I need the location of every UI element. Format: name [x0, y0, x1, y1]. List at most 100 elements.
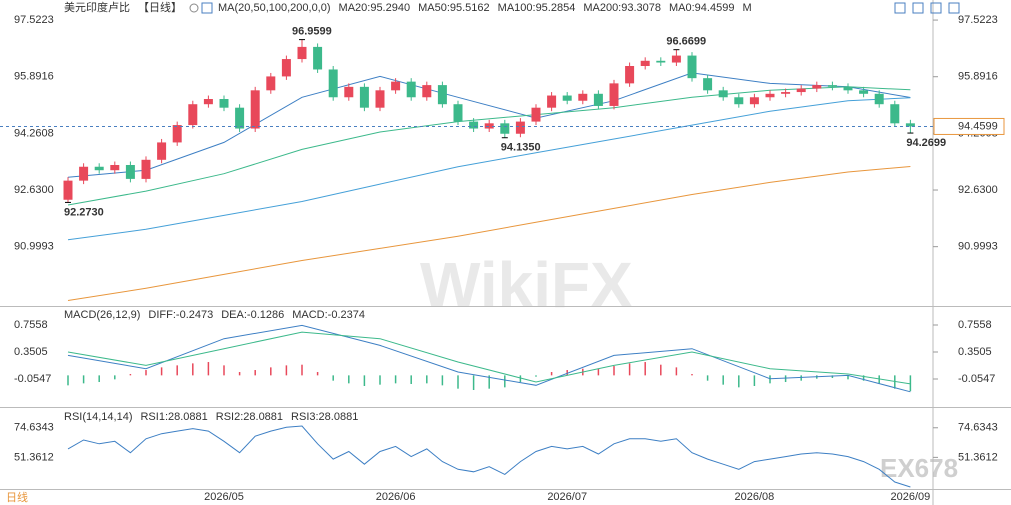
candle-body: [79, 166, 89, 181]
candle-body: [406, 81, 416, 98]
legend-entry: 美元印度卢比: [64, 0, 130, 14]
legend-entry: MA100:95.2854: [498, 2, 576, 14]
ma-line: [67, 72, 911, 178]
legend-entry: MACD:-0.2374: [292, 309, 365, 321]
candle-body: [125, 165, 135, 179]
candle-body: [172, 125, 182, 143]
tool-icon[interactable]: [948, 2, 960, 14]
candle-body: [781, 92, 791, 94]
x-tick-label: 2026/07: [547, 491, 587, 503]
y-tick-label: 95.8916: [958, 71, 998, 83]
candle-body: [578, 93, 588, 101]
ma-line: [67, 86, 911, 206]
candle-body: [749, 97, 759, 105]
watermark: EX678: [880, 453, 958, 483]
candle-body: [391, 81, 401, 91]
y-tick-label-left: 97.5223: [14, 14, 54, 26]
candle-body: [765, 93, 775, 98]
candle-body: [297, 46, 307, 60]
candle-body: [203, 99, 213, 105]
legend-entry: MACD(26,12,9): [64, 309, 140, 321]
last-price-box: [933, 117, 1005, 135]
legend-entry: RSI1:28.0881: [140, 411, 207, 423]
annotation-label: 96.6699: [666, 36, 706, 48]
candle-body: [687, 55, 697, 79]
candle-body: [328, 69, 338, 98]
candle-body: [219, 99, 229, 108]
period-box: [0, 491, 40, 505]
candle-body: [235, 107, 245, 129]
y-tick-label: 90.9993: [958, 241, 998, 253]
annotation-label: 94.2699: [906, 137, 946, 149]
legend-entry: DIFF:-0.2473: [148, 309, 213, 321]
y-tick-label-left: 94.2608: [14, 127, 54, 139]
period-label: 日线: [6, 490, 28, 504]
legend-entry: M: [742, 2, 751, 14]
tool-icon[interactable]: [912, 2, 924, 14]
x-tick-label: 2026/05: [204, 491, 244, 503]
candle-body: [110, 165, 120, 171]
toolbar[interactable]: [894, 2, 960, 14]
candle-body: [671, 55, 681, 63]
tool-icon[interactable]: [930, 2, 942, 14]
legend-entry: 【日线】: [138, 0, 182, 14]
candle-body: [890, 104, 900, 124]
y-tick-label-left: 95.8916: [14, 71, 54, 83]
candle-body: [359, 86, 369, 108]
legend-entry: MA(20,50,100,200,0,0): [218, 2, 331, 14]
y-tick-label-left: 51.3612: [14, 451, 54, 463]
y-tick-label: 0.3505: [958, 346, 992, 358]
candle-body: [188, 104, 198, 126]
watermark: WikiFX: [420, 249, 633, 321]
candle-body: [656, 60, 666, 63]
y-tick-label-left: 0.7558: [14, 319, 48, 331]
candle-body: [718, 90, 728, 98]
candle-body: [250, 90, 260, 129]
y-tick-label: 74.6343: [958, 422, 998, 434]
candle-body: [609, 83, 619, 106]
candle-body: [874, 93, 884, 105]
candle-body: [625, 66, 635, 84]
y-tick-label: 51.3612: [958, 451, 998, 463]
candle-body: [375, 90, 385, 108]
y-tick-label-left: 0.3505: [14, 346, 48, 358]
candle-body: [313, 46, 323, 70]
ma-line: [67, 97, 911, 241]
candle-body: [453, 104, 463, 122]
candle-body: [422, 85, 432, 98]
y-tick-label: 92.6300: [958, 184, 998, 196]
candle-body: [437, 85, 447, 105]
candle-body: [484, 123, 494, 129]
candle-body: [703, 78, 713, 91]
legend-entry: MA50:95.5162: [418, 2, 490, 14]
candle-body: [515, 121, 525, 134]
candle-body: [63, 180, 73, 200]
rsi-line: [67, 425, 911, 488]
candle-body: [796, 88, 806, 93]
candle-body: [859, 90, 869, 94]
ma-line: [67, 166, 911, 301]
annotation-label: 96.9599: [292, 26, 332, 38]
x-tick-label: 2026/06: [376, 491, 416, 503]
last-price-label: 94.4599: [958, 120, 998, 132]
y-tick-label: 0.7558: [958, 319, 992, 331]
y-tick-label-left: 74.6343: [14, 422, 54, 434]
y-tick-label: 97.5223: [958, 14, 998, 26]
candle-body: [281, 59, 291, 77]
candle-body: [344, 86, 354, 98]
candle-body: [905, 123, 915, 127]
candle-body: [141, 159, 151, 179]
candle-body: [812, 85, 822, 89]
y-tick-label-left: 90.9993: [14, 241, 54, 253]
macd-line: [67, 324, 911, 393]
legend-entry: RSI3:28.0881: [291, 411, 358, 423]
candle-body: [157, 142, 167, 160]
candle-body: [734, 97, 744, 105]
tool-icon[interactable]: [894, 2, 906, 14]
candle-body: [562, 95, 572, 101]
candle-body: [469, 121, 479, 129]
legend-icon: [189, 3, 199, 13]
legend-entry: RSI(14,14,14): [64, 411, 132, 423]
